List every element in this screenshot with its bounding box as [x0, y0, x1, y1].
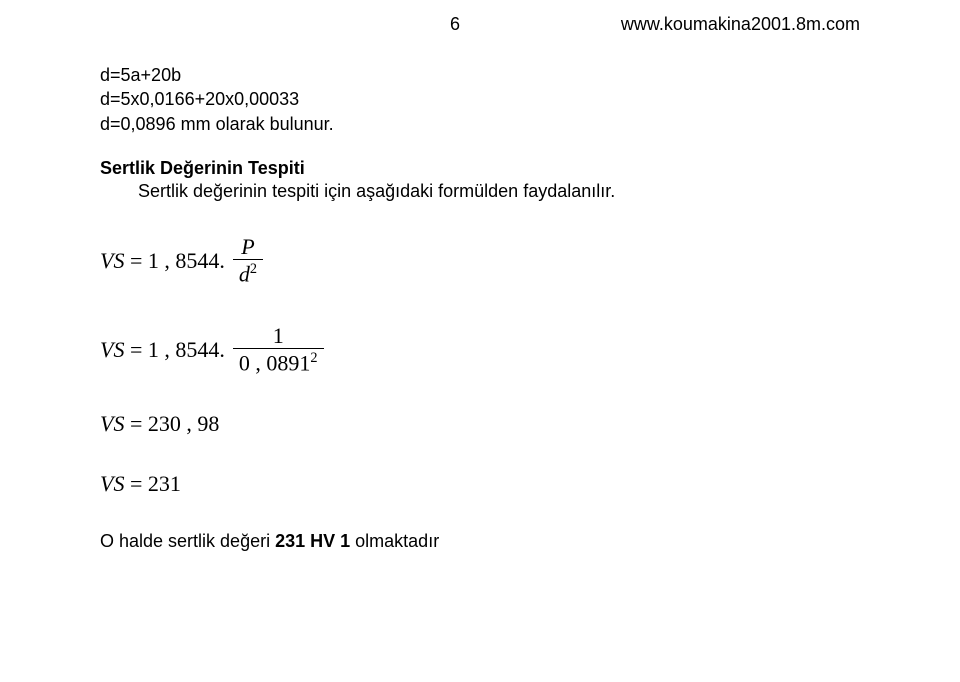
page-number: 6 [450, 14, 460, 35]
conclusion-line: O halde sertlik değeri 231 HV 1 olmaktad… [100, 531, 860, 552]
formula-3: VS = 230 , 98 [100, 411, 860, 437]
section-block: Sertlik Değerinin Tespiti Sertlik değeri… [100, 158, 860, 203]
formula-1-num: P [235, 236, 260, 259]
calculation-block: d=5a+20b d=5x0,0166+20x0,00033 d=0,0896 … [100, 63, 860, 136]
formula-2-den-base: 0 , 0891 [239, 350, 311, 375]
formula-2-fraction: 1 0 , 08912 [233, 325, 324, 374]
calc-line-3: d=0,0896 mm olarak bulunur. [100, 112, 860, 136]
formula-4: VS = 231 [100, 471, 860, 497]
formula-2-den: 0 , 08912 [233, 348, 324, 374]
formula-2-num: 1 [267, 325, 290, 348]
conclusion-suffix: olmaktadır [350, 531, 439, 551]
section-body: Sertlik değerinin tespiti için aşağıdaki… [100, 179, 860, 203]
formula-2-den-exp: 2 [310, 350, 317, 366]
source-url: www.koumakina2001.8m.com [621, 14, 860, 35]
formula-2-lhs: VS = 1 , 8544. [100, 337, 225, 363]
page-header: 6 www.koumakina2001.8m.com [100, 14, 860, 35]
formula-1-fraction: P d2 [233, 236, 263, 285]
calc-line-2: d=5x0,0166+20x0,00033 [100, 87, 860, 111]
formula-1: VS = 1 , 8544. P d2 [100, 233, 860, 288]
section-title: Sertlik Değerinin Tespiti [100, 158, 860, 179]
document-page: 6 www.koumakina2001.8m.com d=5a+20b d=5x… [0, 0, 960, 552]
formula-1-den-exp: 2 [250, 261, 257, 277]
formula-1-den-base: d [239, 261, 250, 286]
formula-2: VS = 1 , 8544. 1 0 , 08912 [100, 322, 860, 377]
formula-1-lhs: VS = 1 , 8544. [100, 248, 225, 274]
conclusion-value: 231 HV 1 [275, 531, 350, 551]
formula-1-den: d2 [233, 259, 263, 285]
calc-line-1: d=5a+20b [100, 63, 860, 87]
conclusion-prefix: O halde sertlik değeri [100, 531, 275, 551]
